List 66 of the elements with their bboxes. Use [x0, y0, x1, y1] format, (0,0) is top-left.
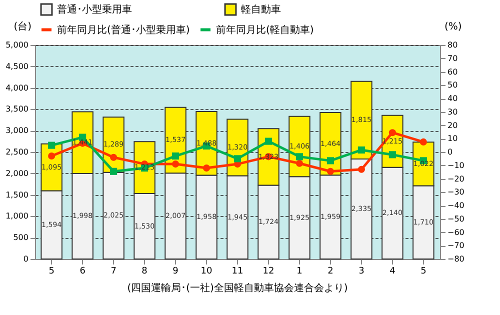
y2-tick-label: 30 — [448, 107, 458, 116]
y2-tick-label: −50 — [448, 214, 464, 224]
y2-tick-label: 80 — [448, 40, 458, 50]
point — [296, 160, 304, 167]
x-tick-label: 6 — [80, 266, 86, 276]
y-tick-label: 3,000 — [6, 126, 28, 136]
point — [202, 164, 210, 172]
point — [420, 138, 427, 146]
legend-label: 普通･小型乗用車 — [57, 4, 132, 16]
y2-tick-label: −70 — [448, 241, 464, 250]
y-axis-title: (台) — [14, 20, 32, 32]
point — [326, 157, 334, 164]
x-tick-label: 3 — [358, 266, 364, 276]
y-tick-label: 4,500 — [6, 62, 28, 71]
x-tick-label: 9 — [172, 266, 179, 276]
point — [358, 146, 365, 154]
y2-tick-label: 40 — [448, 94, 458, 103]
legend-label: 前年同月比(普通･小型乗用車) — [57, 24, 190, 36]
y2-tick-label: 10 — [448, 134, 458, 144]
x-tick-label: 1 — [296, 266, 302, 276]
point — [358, 166, 365, 173]
y-tick-label: 2,500 — [6, 148, 28, 156]
x-tick-label: 10 — [200, 266, 213, 276]
point — [264, 138, 272, 145]
y-tick-label: 0 — [23, 254, 28, 264]
x-tick-label: 8 — [142, 266, 148, 276]
point — [110, 154, 118, 161]
y2-axis-title: (%) — [444, 22, 462, 32]
x-tick-label: 5 — [420, 266, 426, 276]
y2-tick-label: 50 — [448, 80, 458, 90]
x-tick-label: 11 — [232, 266, 244, 276]
y2-tick-label: 70 — [448, 54, 458, 63]
y-tick-label: 1,000 — [6, 212, 28, 221]
legend-label: 軽自動車 — [241, 4, 281, 16]
y2-tick-label: −30 — [448, 188, 464, 197]
y2-tick-label: 60 — [448, 67, 458, 76]
legend-label: 前年同月比(軽自動車) — [216, 24, 314, 36]
y2-tick-label: −10 — [448, 160, 464, 170]
point — [48, 142, 56, 149]
y-tick-label: 500 — [13, 233, 28, 242]
y2-tick-label: 20 — [448, 120, 458, 130]
y-tick-label: 5,000 — [6, 40, 28, 50]
x-tick-label: 4 — [390, 266, 396, 276]
y2-tick-label: 0 — [448, 148, 453, 156]
text: (四国運輸局･(一社)全国軽自動車協会連合会より) — [127, 282, 348, 294]
y-tick-label: 2,000 — [6, 168, 28, 178]
x-tick-label: 7 — [110, 266, 116, 276]
point — [296, 153, 304, 160]
point — [48, 152, 56, 160]
y2-tick-label: −80 — [448, 254, 464, 264]
y-tick-label: 1,500 — [6, 190, 28, 200]
y2-tick-label: −40 — [448, 201, 464, 210]
y2-tick-label: −20 — [448, 174, 464, 184]
x-tick-label: 2 — [328, 266, 334, 276]
point — [326, 168, 334, 175]
y-tick-label: 3,500 — [6, 104, 28, 114]
x-tick-label: 12 — [262, 266, 274, 276]
point — [234, 155, 242, 162]
y2-tick-label: −60 — [448, 228, 464, 237]
x-tick-label: 5 — [48, 266, 54, 276]
point — [110, 168, 118, 175]
point — [172, 152, 180, 160]
point — [172, 160, 180, 168]
y-tick-label: 4,000 — [6, 83, 28, 92]
point — [388, 129, 396, 136]
point — [388, 151, 396, 158]
